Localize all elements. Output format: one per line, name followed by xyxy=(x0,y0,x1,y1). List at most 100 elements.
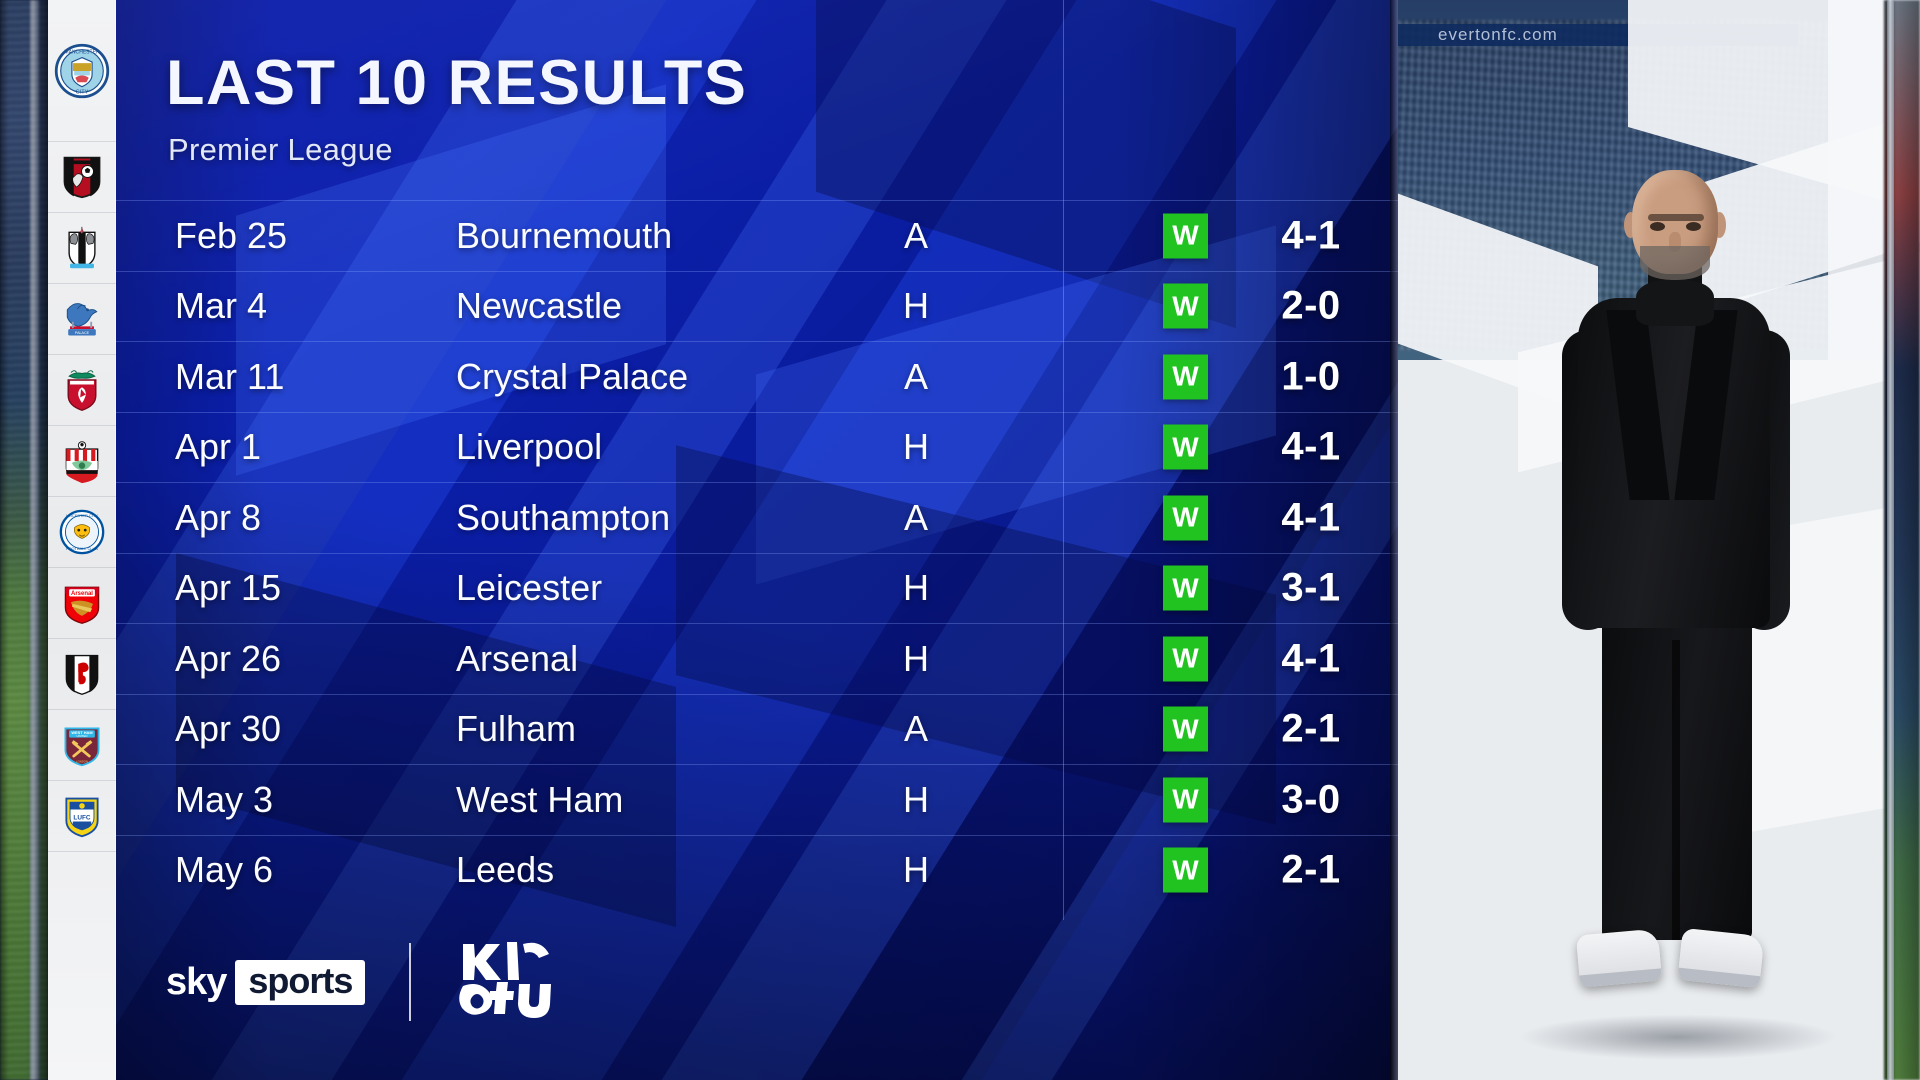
match-score: 3-1 xyxy=(1281,565,1341,610)
result-badge: W xyxy=(1163,565,1208,611)
result-badge: W xyxy=(1163,636,1208,682)
leicester-crest: LEICESTER CITY FOOTBALL CLUB xyxy=(59,509,104,555)
match-score: 4-1 xyxy=(1281,424,1341,469)
result-badge: W xyxy=(1163,495,1208,541)
svg-text:CITY: CITY xyxy=(75,89,88,95)
west-ham-crest: WEST HAM UNITED LONDON xyxy=(64,727,99,767)
jacket-torso xyxy=(1578,298,1770,628)
match-opponent: Crystal Palace xyxy=(456,355,689,397)
match-date: Apr 15 xyxy=(175,567,282,609)
crest-cell-leeds: LUFC xyxy=(47,781,116,852)
newcastle-crest xyxy=(67,226,96,269)
match-date: Mar 11 xyxy=(175,355,285,397)
match-score: 2-1 xyxy=(1281,706,1341,751)
match-opponent: Arsenal xyxy=(456,637,579,679)
match-date: Apr 1 xyxy=(175,426,262,468)
turtleneck-collar xyxy=(1636,280,1714,326)
match-opponent: Leeds xyxy=(456,849,555,891)
stadium-edge-strip xyxy=(0,0,48,1080)
match-opponent: Newcastle xyxy=(456,285,623,327)
result-badge: W xyxy=(1163,213,1208,259)
match-date: Mar 4 xyxy=(175,285,268,327)
crest-cell-liverpool xyxy=(47,355,116,426)
match-opponent: Bournemouth xyxy=(456,214,673,256)
svg-text:WEST HAM: WEST HAM xyxy=(71,730,92,735)
manager-figure xyxy=(1544,170,1804,1050)
table-row[interactable]: Apr 15 Leicester H W 3-1 xyxy=(116,552,1398,624)
table-row[interactable]: Feb 25 Bournemouth A W 4-1 xyxy=(116,200,1398,271)
match-date: Apr 26 xyxy=(175,637,282,679)
southampton-crest xyxy=(65,441,98,484)
svg-text:LONDON: LONDON xyxy=(76,759,88,763)
match-date: Feb 25 xyxy=(175,214,288,256)
match-score: 4-1 xyxy=(1281,213,1341,258)
eye-right xyxy=(1686,222,1701,231)
match-score: 2-0 xyxy=(1281,283,1341,328)
sky-wordmark: sky xyxy=(166,961,227,1003)
table-row[interactable]: May 3 West Ham H W 3-0 xyxy=(116,764,1398,835)
match-opponent: West Ham xyxy=(456,778,624,820)
liverpool-crest xyxy=(67,370,96,411)
table-row[interactable]: Apr 30 Fulham A W 2-1 xyxy=(116,693,1398,765)
shoe-right xyxy=(1677,927,1765,989)
results-panel: LAST 10 RESULTS Premier League Feb 25 Bo… xyxy=(116,0,1398,1080)
bournemouth-crest xyxy=(63,156,100,199)
crest-cell-manchester-city: MANCHESTER CITY xyxy=(47,0,116,142)
svg-text:UNITED: UNITED xyxy=(76,734,88,738)
crystal-palace-crest: PALACE xyxy=(66,303,98,336)
match-score: 2-1 xyxy=(1281,847,1341,892)
result-badge: W xyxy=(1163,424,1208,470)
crest-cell-crystal-palace: PALACE xyxy=(47,284,116,355)
svg-text:MANCHESTER: MANCHESTER xyxy=(64,49,100,55)
svg-text:Arsenal: Arsenal xyxy=(71,591,93,597)
match-venue: H xyxy=(903,285,929,327)
manchester-city-crest: MANCHESTER CITY xyxy=(54,43,109,98)
table-row[interactable]: Apr 8 Southampton A W 4-1 xyxy=(116,482,1398,553)
match-opponent: Southampton xyxy=(456,496,671,538)
beard xyxy=(1640,246,1710,280)
table-row[interactable]: Apr 1 Liverpool H W 4-1 xyxy=(116,411,1398,483)
match-opponent: Leicester xyxy=(456,567,603,609)
match-score: 4-1 xyxy=(1281,636,1341,681)
eye-left xyxy=(1650,222,1665,231)
match-score: 1-0 xyxy=(1281,354,1341,399)
result-badge: W xyxy=(1163,847,1208,893)
brow xyxy=(1648,214,1704,221)
svg-text:PALACE: PALACE xyxy=(74,331,89,335)
results-table: Feb 25 Bournemouth A W 4-1 Mar 4 Newcast… xyxy=(116,200,1398,905)
sky-sports-logo: sky sports xyxy=(166,959,366,1005)
match-date: May 6 xyxy=(175,849,274,891)
match-venue: H xyxy=(903,778,929,820)
svg-text:LEICESTER CITY: LEICESTER CITY xyxy=(66,513,98,518)
footer-divider xyxy=(409,943,412,1021)
result-badge: W xyxy=(1163,283,1208,329)
match-date: Apr 30 xyxy=(175,708,282,750)
leg-split xyxy=(1672,640,1680,940)
crest-cell-bournemouth xyxy=(47,142,116,213)
shoe-left xyxy=(1575,928,1663,988)
fulham-crest xyxy=(65,654,98,695)
panel-edge xyxy=(1390,0,1400,1080)
table-row[interactable]: Mar 11 Crystal Palace A W 1-0 xyxy=(116,341,1398,412)
result-badge: W xyxy=(1163,354,1208,400)
table-row[interactable]: May 6 Leeds H W 2-1 xyxy=(116,834,1398,906)
svg-text:LUFC: LUFC xyxy=(73,815,91,822)
match-score: 4-1 xyxy=(1281,495,1341,540)
match-date: Apr 8 xyxy=(175,496,262,538)
table-row[interactable]: Apr 26 Arsenal H W 4-1 xyxy=(116,623,1398,694)
table-row[interactable]: Mar 4 Newcastle H W 2-0 xyxy=(116,270,1398,342)
match-venue: A xyxy=(903,708,928,750)
match-date: May 3 xyxy=(175,778,274,820)
arsenal-crest: Arsenal xyxy=(64,586,99,624)
match-venue: A xyxy=(903,214,928,256)
match-venue: A xyxy=(903,355,928,397)
stadium-post xyxy=(30,0,39,1080)
hoarding-text: evertonfc.com xyxy=(1438,25,1558,44)
page-title: LAST 10 RESULTS xyxy=(166,48,748,118)
club-crest-rail: MANCHESTER CITY xyxy=(47,0,116,1080)
match-opponent: Fulham xyxy=(456,708,577,750)
manager-photo-panel: evertonfc.com xyxy=(1398,0,1920,1080)
footer-logos: sky sports xyxy=(166,936,559,1028)
right-stadium-post xyxy=(1887,0,1894,1080)
